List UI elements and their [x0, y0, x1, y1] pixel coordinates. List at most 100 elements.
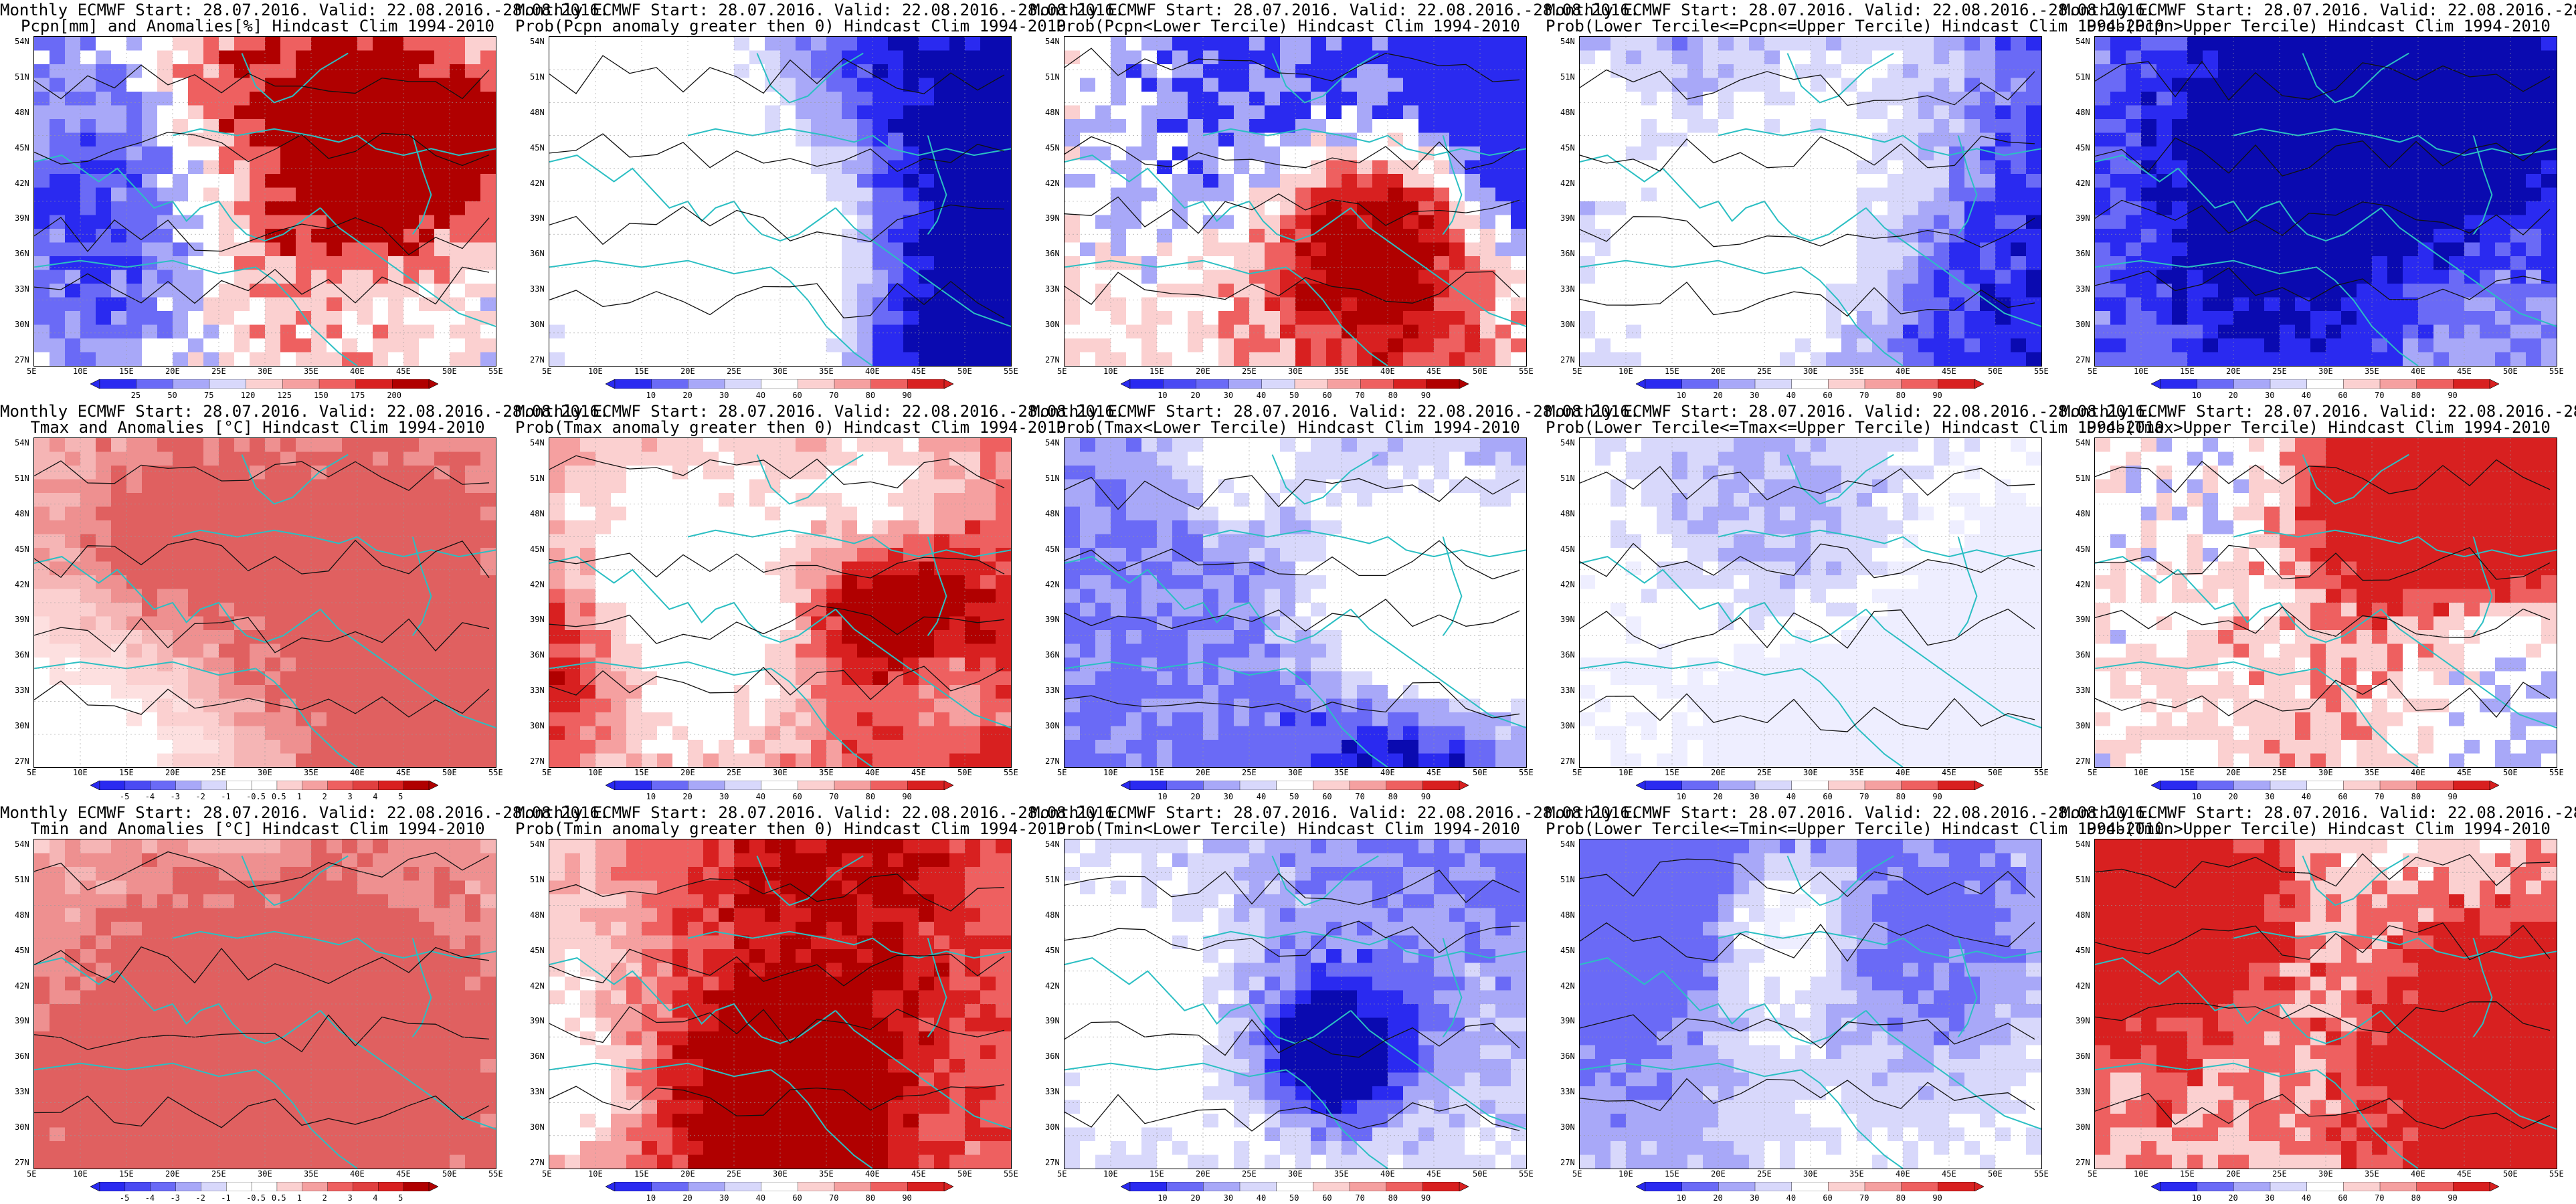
coastline	[2302, 454, 2409, 505]
longitude-label: 15E	[1665, 367, 1679, 376]
colorbar-label: 40	[1786, 391, 1797, 400]
latitude-label: 39N	[2076, 1016, 2090, 1026]
latitude-label: 42N	[1045, 981, 1060, 991]
latitude-label: 27N	[15, 355, 29, 365]
coastline	[411, 536, 432, 636]
contour-line	[2095, 678, 2551, 718]
latitude-label: 42N	[530, 579, 545, 589]
longitude-label: 40E	[350, 1169, 365, 1179]
colorbar-segment	[302, 1181, 329, 1192]
colorbar-label: 4	[373, 792, 378, 801]
forecast-panel: Monthly ECMWF Start: 28.07.2016. Valid: …	[2061, 803, 2576, 1204]
colorbar-label: 20	[1713, 391, 1723, 400]
forecast-map	[549, 437, 1012, 768]
latitude-label: 45N	[530, 544, 545, 554]
map-field	[34, 438, 496, 767]
longitude-label: 55E	[1004, 768, 1018, 777]
longitude-label: 10E	[2134, 1169, 2148, 1179]
colorbar-label: 20	[682, 1193, 693, 1203]
latitude-label: 51N	[2076, 874, 2090, 884]
panel-title-line1: Monthly ECMWF Start: 28.07.2016. Valid: …	[2061, 402, 2576, 421]
latitude-label: 48N	[530, 508, 545, 518]
coastline	[1202, 529, 1526, 558]
colorbar-label: 30	[1223, 1193, 1234, 1203]
longitude-label: 10E	[1619, 367, 1633, 376]
coastline	[1957, 938, 1978, 1037]
colorbar-segment	[1386, 1181, 1424, 1192]
colorbar-segment	[834, 1181, 872, 1192]
map-field	[1065, 839, 1526, 1169]
latitude-label: 48N	[15, 107, 29, 117]
longitude-label: 20E	[165, 1169, 180, 1179]
contour-line	[2095, 1001, 2551, 1033]
contour-line	[2095, 544, 2551, 581]
colorbar-label: 30	[1223, 792, 1234, 801]
colorbar-label: 90	[902, 1193, 912, 1203]
contour-line	[34, 217, 490, 256]
latitude-label: 36N	[1560, 1051, 1575, 1062]
coastline	[1786, 855, 1894, 906]
colorbar-segment	[688, 379, 725, 389]
longitude-label: 45E	[911, 768, 926, 777]
longitude-label: 45E	[1942, 367, 1956, 376]
longitude-label: 45E	[911, 367, 926, 376]
colorbar-segment	[403, 1181, 430, 1192]
colorbar-label: 20	[1190, 1193, 1200, 1203]
forecast-panel: Monthly ECMWF Start: 28.07.2016. Valid: …	[0, 803, 609, 1204]
longitude-label: 25E	[1757, 1169, 1772, 1179]
colorbar-label: 75	[204, 391, 214, 400]
longitude-label: 30E	[773, 768, 788, 777]
colorbar-segment	[318, 379, 357, 389]
colorbar-segment	[251, 1181, 278, 1192]
longitude-label: 50E	[1473, 768, 1487, 777]
longitude-label: 15E	[634, 768, 649, 777]
contour-line	[549, 948, 1005, 987]
coastline	[1865, 1010, 2041, 1130]
colorbar-segment	[2306, 1181, 2344, 1192]
colorbar-label: 30	[719, 1193, 729, 1203]
longitude-label: 10E	[1619, 1169, 1633, 1179]
longitude-label: 15E	[1149, 1169, 1164, 1179]
forecast-panel: Monthly ECMWF Start: 28.07.2016. Valid: …	[1030, 803, 1639, 1204]
contour-line	[2095, 199, 2551, 236]
longitude-label: 45E	[396, 367, 411, 376]
latitude-label: 45N	[1045, 142, 1060, 153]
colorbar-segment	[1422, 1181, 1460, 1192]
latitude-label: 42N	[15, 981, 29, 991]
latitude-label: 51N	[1045, 874, 1060, 884]
colorbar-segment	[834, 379, 872, 389]
longitude-label: 30E	[1288, 1169, 1303, 1179]
panel-title-line1: Monthly ECMWF Start: 28.07.2016. Valid: …	[1546, 1, 2155, 19]
latitude-label: 42N	[530, 981, 545, 991]
latitude-label: 54N	[1560, 839, 1575, 849]
colorbar-label: 40	[1256, 391, 1267, 400]
colorbar-label: 10	[1676, 391, 1687, 400]
latitude-label: 39N	[1045, 213, 1060, 223]
colorbar-segment	[688, 780, 725, 791]
latitude-label: 45N	[15, 142, 29, 153]
latitude-label: 45N	[15, 945, 29, 955]
longitude-label: 10E	[588, 768, 603, 777]
latitude-label: 54N	[1045, 839, 1060, 849]
forecast-map	[1064, 437, 1527, 768]
latitude-label: 51N	[530, 874, 545, 884]
contour-line	[1580, 466, 2035, 500]
contour-line	[2095, 267, 2551, 302]
forecast-map	[2094, 36, 2557, 367]
coastline	[687, 930, 1011, 959]
latitude-label: 36N	[15, 650, 29, 660]
coastline	[927, 536, 947, 636]
colorbar-label: 30	[2265, 391, 2275, 400]
panel-title-line2: Prob(Tmax<Lower Tercile) Hindcast Clim 1…	[1056, 418, 1520, 437]
longitude-label: 30E	[1803, 1169, 1818, 1179]
panel-title-line1: Monthly ECMWF Start: 28.07.2016. Valid: …	[1546, 402, 2155, 421]
longitude-label: 10E	[1619, 768, 1633, 777]
contour-line	[1065, 870, 1520, 905]
coastline	[1957, 536, 1978, 636]
colorbar-segment	[392, 379, 430, 389]
longitude-label: 55E	[1519, 1169, 1534, 1179]
longitude-label: 15E	[1665, 1169, 1679, 1179]
latitude-label: 33N	[15, 686, 29, 696]
contour-line	[34, 680, 490, 718]
